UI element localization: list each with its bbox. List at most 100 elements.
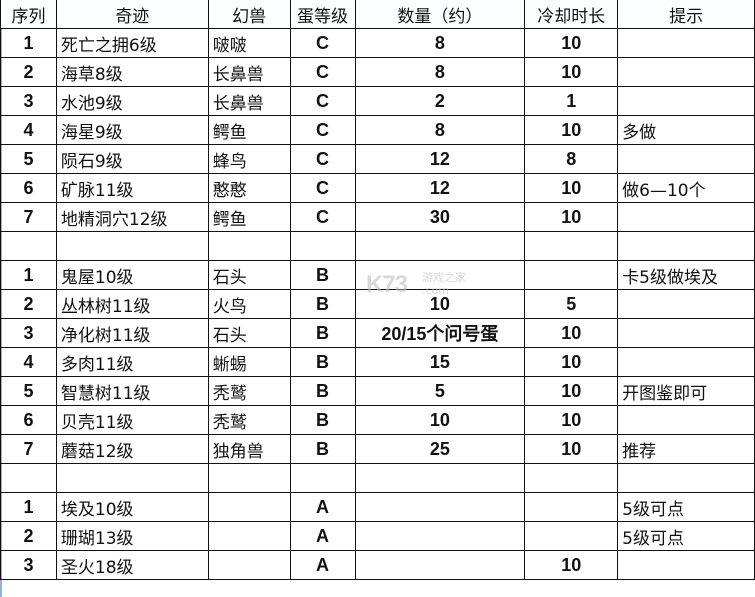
- egg-table: 序列 奇迹 幻兽 蛋等级 数量（约） 冷却时长 提示 1 死亡之拥6级 啵啵 C 8 10 2 海草8级长…: [0, 0, 755, 580]
- cell-beast: 啵啵: [207, 28, 291, 58]
- cell-quantity: [354, 260, 526, 290]
- cell-egg-grade: B: [289, 289, 356, 319]
- cell-index: 3: [0, 86, 57, 116]
- cell-quantity: [354, 492, 526, 522]
- cell-wonder: 净化树11级: [55, 318, 209, 348]
- cell-quantity: [354, 463, 526, 493]
- cell-cooldown: [524, 260, 619, 290]
- cell-wonder: 珊瑚13级: [55, 521, 209, 551]
- cell-cooldown: [524, 492, 619, 522]
- cell-quantity: 10: [354, 289, 526, 319]
- cell-cooldown: [524, 521, 619, 551]
- cell-index: 1: [0, 260, 57, 290]
- cell-egg-grade: C: [289, 202, 356, 232]
- cell-cooldown: 10: [524, 57, 619, 87]
- cell-wonder: 陨石9级: [55, 144, 209, 174]
- table-row: 4 多肉11级 蜥蜴 B 15 10: [0, 347, 755, 377]
- header-quantity: 数量（约）: [354, 0, 526, 29]
- cell-beast: [207, 463, 291, 493]
- cell-egg-grade: [289, 231, 356, 261]
- header-cooldown: 冷却时长: [524, 0, 619, 29]
- cell-index: 2: [0, 57, 57, 87]
- cell-beast: [207, 550, 291, 580]
- cell-egg-grade: C: [289, 173, 356, 203]
- cell-index: 1: [0, 492, 57, 522]
- cell-index: 3: [0, 550, 57, 580]
- cell-egg-grade: [289, 463, 356, 493]
- cell-tip: [617, 57, 755, 87]
- cell-tip: 5级可点: [617, 521, 755, 551]
- header-row: 序列 奇迹 幻兽 蛋等级 数量（约） 冷却时长 提示: [0, 0, 755, 29]
- cell-cooldown: [524, 231, 619, 261]
- header-beast: 幻兽: [207, 0, 291, 29]
- cell-index: [0, 231, 57, 261]
- cell-cooldown: 10: [524, 318, 619, 348]
- cell-egg-grade: B: [289, 376, 356, 406]
- cell-beast: 火鸟: [207, 289, 291, 319]
- cell-beast: 秃鹫: [207, 405, 291, 435]
- cell-egg-grade: C: [289, 115, 356, 145]
- cell-egg-grade: B: [289, 260, 356, 290]
- cell-beast: 秃鹫: [207, 376, 291, 406]
- table-row: 5 智慧树11级 秃鹫 B 5 10 开图鉴即可: [0, 376, 755, 406]
- cell-index: 4: [0, 115, 57, 145]
- cell-tip: 卡5级做埃及: [617, 260, 755, 290]
- cell-beast: 长鼻兽: [207, 86, 291, 116]
- cell-wonder: 地精洞穴12级: [55, 202, 209, 232]
- cell-egg-grade: A: [289, 550, 356, 580]
- cell-wonder: 海草8级: [55, 57, 209, 87]
- cell-tip: [617, 463, 755, 493]
- cell-egg-grade: C: [289, 57, 356, 87]
- cell-quantity: 5: [354, 376, 526, 406]
- cell-cooldown: 10: [524, 405, 619, 435]
- cell-cooldown: 8: [524, 144, 619, 174]
- cell-egg-grade: B: [289, 434, 356, 464]
- cell-tip: [617, 144, 755, 174]
- cell-wonder: 多肉11级: [55, 347, 209, 377]
- cell-wonder: [55, 463, 209, 493]
- header-index: 序列: [0, 0, 57, 29]
- cell-egg-grade: C: [289, 144, 356, 174]
- cell-beast: [207, 492, 291, 522]
- cell-cooldown: 10: [524, 173, 619, 203]
- table-row: 6 贝壳11级 秃鹫 B 10 10: [0, 405, 755, 435]
- table-row: 1 死亡之拥6级 啵啵 C 8 10: [0, 28, 755, 58]
- cell-quantity: 8: [354, 57, 526, 87]
- header-egg-grade: 蛋等级: [289, 0, 356, 29]
- cell-index: 7: [0, 202, 57, 232]
- cell-cooldown: 10: [524, 376, 619, 406]
- table-row: 1 鬼屋10级 石头 B 卡5级做埃及: [0, 260, 755, 290]
- cell-cooldown: 10: [524, 347, 619, 377]
- cell-beast: 蜂鸟: [207, 144, 291, 174]
- cell-tip: [617, 28, 755, 58]
- table-row: 3 圣火18级 A 10: [0, 550, 755, 580]
- cell-tip: [617, 550, 755, 580]
- table-row: 7 地精洞穴12级 鳄鱼 C 30 10: [0, 202, 755, 232]
- cell-tip: 多做: [617, 115, 755, 145]
- cell-tip: [617, 318, 755, 348]
- cell-cooldown: 10: [524, 28, 619, 58]
- cell-wonder: 鬼屋10级: [55, 260, 209, 290]
- cell-wonder: 埃及10级: [55, 492, 209, 522]
- cell-tip: 5级可点: [617, 492, 755, 522]
- cell-index: 2: [0, 521, 57, 551]
- cell-tip: [617, 86, 755, 116]
- cell-cooldown: 10: [524, 550, 619, 580]
- cell-tip: [617, 405, 755, 435]
- table-row: [0, 231, 755, 261]
- cell-cooldown: 10: [524, 115, 619, 145]
- cell-cooldown: 1: [524, 86, 619, 116]
- cell-wonder: 死亡之拥6级: [55, 28, 209, 58]
- cell-tip: 做6—10个: [617, 173, 755, 203]
- table-row: 1 埃及10级 A 5级可点: [0, 492, 755, 522]
- cell-beast: 独角兽: [207, 434, 291, 464]
- cell-quantity: 8: [354, 115, 526, 145]
- cell-egg-grade: B: [289, 347, 356, 377]
- cell-wonder: 圣火18级: [55, 550, 209, 580]
- cell-quantity: 20/15个问号蛋: [354, 318, 526, 348]
- cell-quantity: 25: [354, 434, 526, 464]
- cell-tip: [617, 289, 755, 319]
- cell-egg-grade: C: [289, 28, 356, 58]
- cell-wonder: [55, 231, 209, 261]
- cell-beast: [207, 521, 291, 551]
